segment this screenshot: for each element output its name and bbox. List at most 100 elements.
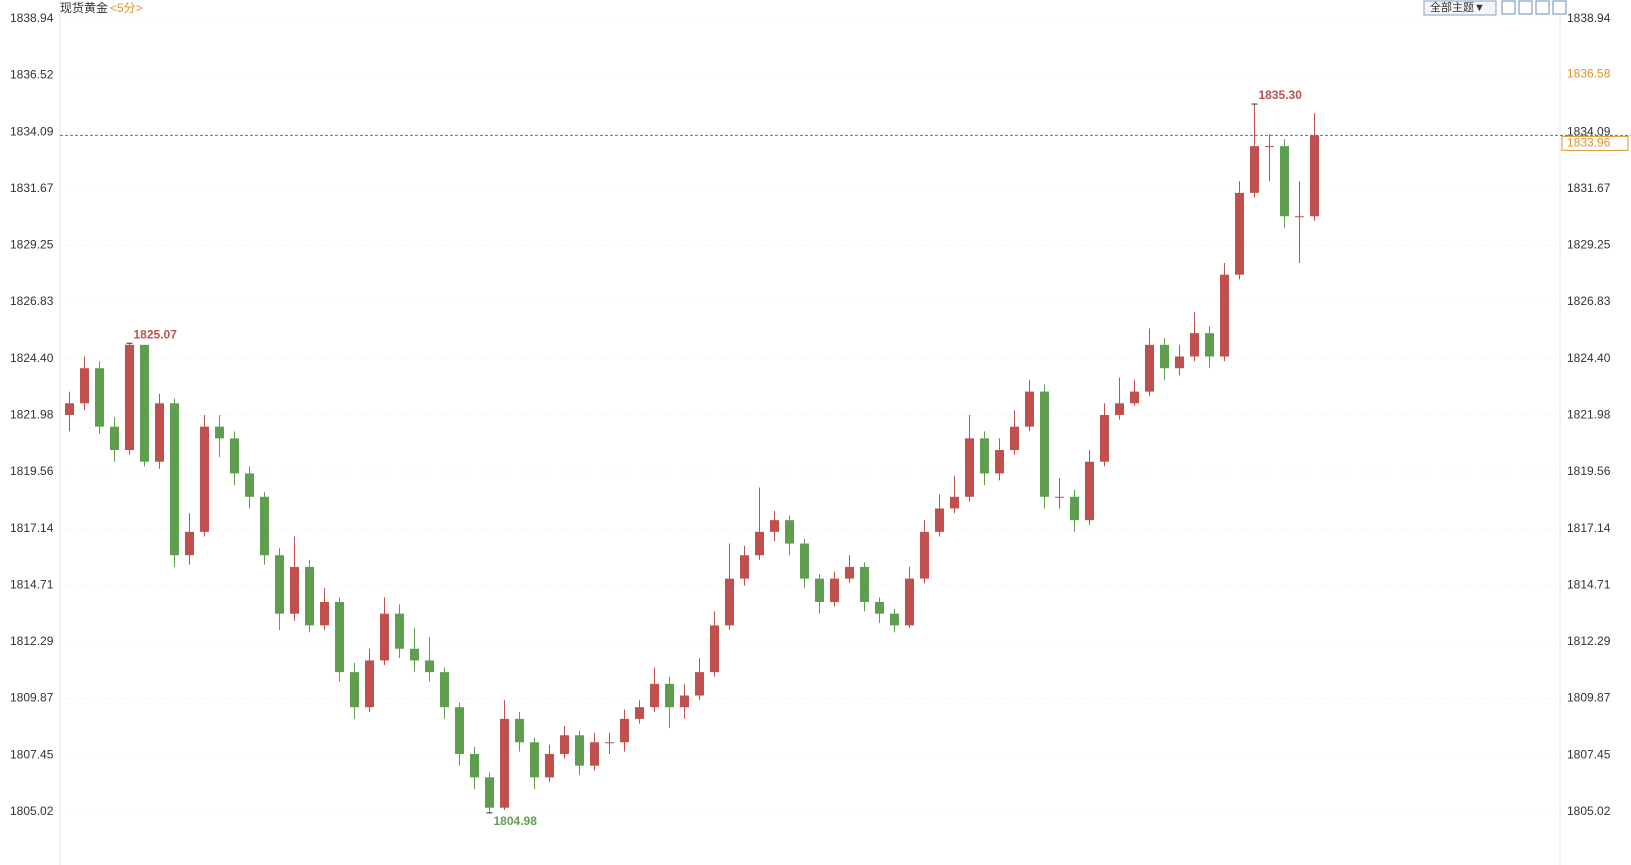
y-tick-label-right: 1812.29 [1567, 634, 1611, 648]
candle-body [185, 531, 194, 556]
candle-body [755, 531, 764, 556]
candle-body [725, 578, 734, 626]
tool-icon[interactable] [1552, 0, 1567, 15]
candle-body [455, 707, 464, 754]
candle-body [200, 426, 209, 532]
y-tick-label: 1829.25 [10, 238, 54, 252]
candle-body [740, 555, 749, 579]
toolbar [1501, 0, 1567, 15]
y-tick-label: 1836.52 [10, 68, 54, 82]
y-tick-label: 1838.94 [10, 11, 54, 25]
candle-body [530, 742, 539, 778]
candle-body [1145, 344, 1154, 392]
candle-body [485, 777, 494, 808]
candle-body [1175, 356, 1184, 369]
candle-body [500, 718, 509, 808]
y-tick-label-right: 1814.71 [1567, 578, 1611, 592]
y-tick-label-right: 1826.83 [1567, 294, 1611, 308]
candle-body [1025, 391, 1034, 427]
candle-body [1070, 496, 1079, 521]
candle-body [335, 601, 344, 673]
candle-body [350, 672, 359, 708]
candle-body [920, 531, 929, 579]
annotation-label: 1804.98 [494, 814, 538, 828]
candle-body [380, 613, 389, 661]
tool-icon[interactable] [1501, 0, 1516, 15]
candle-body [110, 426, 119, 451]
candle-body [425, 660, 434, 673]
candle-body [1130, 391, 1139, 404]
candle-body [815, 578, 824, 602]
candle-body [80, 368, 89, 404]
theme-button-label[interactable]: 全部主题▼ [1430, 0, 1485, 14]
candle-body [860, 566, 869, 602]
candle-body [695, 672, 704, 696]
candle-body [275, 555, 284, 614]
candle-body [650, 683, 659, 708]
candle-body [140, 344, 149, 462]
candle-body [410, 648, 419, 661]
tool-icon[interactable] [1535, 0, 1550, 15]
candle-body [545, 753, 554, 778]
candle-body [680, 695, 689, 708]
candle-body [590, 742, 599, 766]
last-price-label: 1833.96 [1567, 136, 1611, 150]
candle-body [575, 735, 584, 766]
y-tick-label-right: 1809.87 [1567, 691, 1611, 705]
candle-body [1235, 192, 1244, 275]
candle-body [800, 543, 809, 579]
y-tick-label-right: 1819.56 [1567, 464, 1611, 478]
candle-body [890, 613, 899, 626]
candle-body [305, 566, 314, 626]
candle-body [395, 613, 404, 649]
last-price-box [1561, 135, 1629, 151]
candle-body [125, 344, 134, 451]
y-tick-label: 1809.87 [10, 691, 54, 705]
candle-body [1280, 146, 1289, 217]
candle-body [950, 496, 959, 509]
candle-body [635, 707, 644, 719]
candle-body [215, 426, 224, 439]
candle-body [1085, 461, 1094, 521]
y-tick-label: 1831.67 [10, 181, 54, 195]
candle-body [605, 742, 614, 744]
candle-body [845, 566, 854, 579]
candle-body [1040, 391, 1049, 497]
y-tick-label-right: 1805.02 [1567, 804, 1611, 818]
y-tick-label: 1812.29 [10, 634, 54, 648]
y-tick-label-right: 1831.67 [1567, 181, 1611, 195]
y-tick-label: 1824.40 [10, 351, 54, 365]
candle-body [95, 368, 104, 427]
y-tick-label-right: 1824.40 [1567, 351, 1611, 365]
y-tick-label: 1817.14 [10, 521, 54, 535]
candle-body [665, 683, 674, 708]
y-tick-label: 1805.02 [10, 804, 54, 818]
candle-body [1100, 414, 1109, 462]
annotation-label: 1825.07 [134, 327, 178, 341]
theme-button[interactable] [1423, 0, 1497, 16]
y-tick-label: 1814.71 [10, 578, 54, 592]
candle-body [1205, 333, 1214, 357]
y-tick-label: 1834.09 [10, 124, 54, 138]
period-label: <5分> [110, 1, 143, 15]
candle-body [935, 508, 944, 532]
y-tick-label-right: 1838.94 [1567, 11, 1611, 25]
candle-body [560, 735, 569, 754]
candle-body [260, 496, 269, 556]
candle-body [515, 718, 524, 743]
y-tick-label: 1819.56 [10, 464, 54, 478]
y-tick-label-right: 1829.25 [1567, 238, 1611, 252]
candle-body [1250, 146, 1259, 193]
annotation-label: 1835.30 [1259, 88, 1303, 102]
y-tick-label-right: 1817.14 [1567, 521, 1611, 535]
candle-body [365, 660, 374, 708]
candle-body [1310, 135, 1319, 217]
candle-body [995, 450, 1004, 474]
candle-body [1190, 333, 1199, 357]
candle-body [155, 403, 164, 462]
candle-body [1055, 496, 1064, 498]
tool-icon[interactable] [1518, 0, 1533, 15]
y-tick-label: 1821.98 [10, 408, 54, 422]
candle-body [440, 672, 449, 708]
